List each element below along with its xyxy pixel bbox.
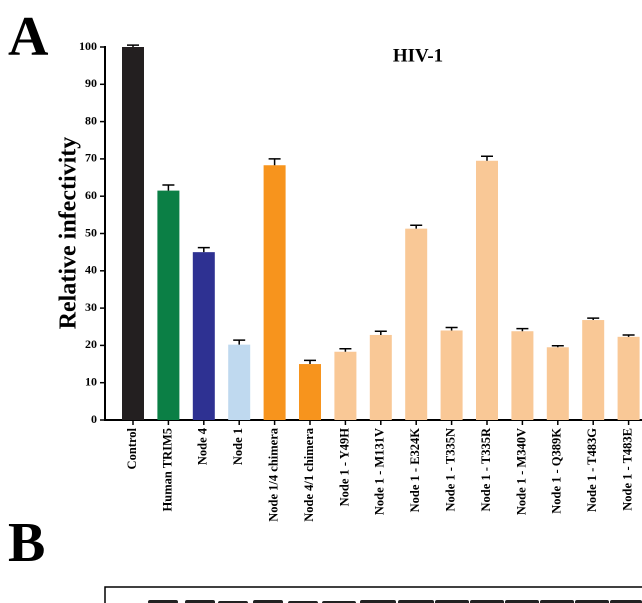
y-tick-label: 10 [85,374,97,388]
error-bar-path [410,225,422,228]
bar [618,337,640,420]
error-bar [481,156,493,160]
error-bar [339,349,351,352]
bar [228,345,250,420]
bar [476,161,498,420]
x-tick-label: Control [125,427,139,469]
error-bar-path [552,346,564,347]
x-tick-label: Node 4/1 chimera [302,427,316,521]
x-tick-label: Node 1 - M340V [514,428,528,515]
chart-title: HIV-1 [393,45,443,66]
bar [264,165,286,420]
error-bar-path [304,360,316,364]
error-bar-path [481,156,493,160]
x-tick-label: Node 4 [196,427,210,465]
x-tick-label: Node 1 - Q389K [550,428,564,514]
error-bar [304,360,316,364]
y-tick-label: 50 [85,225,97,239]
error-bar [127,45,139,47]
error-bar-path [623,335,635,337]
bar [122,47,144,420]
error-bar [516,329,528,332]
error-bar [198,248,210,252]
x-tick-label: Node 1 - T483E [620,428,634,511]
error-bar [552,346,564,347]
y-tick-label: 20 [85,337,97,351]
x-tick-label: Node 1 - T335R [479,427,493,511]
figure: A B HIV-1 Relative infectivity 0 10 20 30 40… [0,0,642,603]
error-bar-path [587,318,599,320]
error-bar-path [269,159,281,165]
bar [405,229,427,420]
x-tick-label: Node 1 - T483G [585,428,599,512]
error-bar [162,185,174,191]
bar [157,191,179,420]
bar [582,320,604,420]
error-bar [269,159,281,165]
error-bar-path [127,45,139,47]
error-bar-path [162,185,174,191]
error-bar [375,331,387,335]
y-tick-label: 0 [91,412,97,426]
bar [193,252,215,420]
x-tick-label: Node 1 - Y49H [337,428,351,507]
error-bar-path [339,349,351,352]
y-tick-label: 80 [85,113,97,127]
y-tick-label: 100 [79,39,97,53]
y-axis-label: Relative infectivity [56,137,82,330]
bar [511,331,533,420]
y-tick-label: 70 [85,151,97,165]
x-tick-label: Node 1 - M131V [373,428,387,515]
bar [547,347,569,420]
panel-label: B [8,512,45,574]
y-tick-label: 40 [85,263,97,277]
error-bar [233,340,245,344]
error-bar [623,335,635,337]
x-tick-label: Human TRIM5 [160,428,174,511]
x-tick-label: Node 1 - T335N [443,428,457,511]
error-bar-path [516,329,528,332]
x-tick-label: Node 1 [231,428,245,465]
y-tick-label: 60 [85,188,97,202]
panel-label: A [8,6,49,68]
y-tick-label: 30 [85,300,97,314]
western-blot [105,587,642,603]
error-bar [587,318,599,320]
bar [370,335,392,420]
error-bar-path [446,327,458,330]
error-bar-path [375,331,387,335]
y-tick-label: 90 [85,76,97,90]
error-bar [446,327,458,330]
error-bar-path [198,248,210,252]
bar [441,330,463,420]
bar [334,352,356,420]
error-bar [410,225,422,228]
x-tick-label: Node 1/4 chimera [266,427,280,521]
bar [299,364,321,420]
x-tick-label: Node 1 - E324K [408,428,422,513]
error-bar-path [233,340,245,344]
